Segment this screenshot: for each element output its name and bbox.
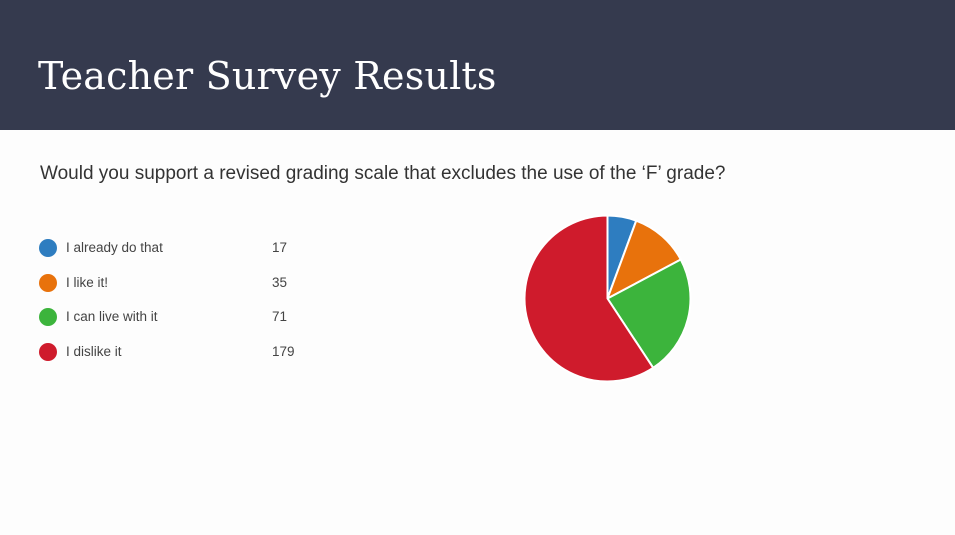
pie-slice — [606, 258, 692, 369]
legend-item: I like it! 35 — [39, 269, 309, 304]
pie-chart — [523, 214, 692, 383]
legend-label: I dislike it — [66, 343, 122, 359]
legend-swatch — [39, 342, 57, 361]
legend-label: I like it! — [66, 274, 109, 290]
legend-value: 35 — [272, 274, 288, 290]
legend-item: I already do that 17 — [39, 234, 309, 269]
legend-label: I can live with it — [66, 309, 158, 324]
title-bar: Teacher Survey Results — [0, 0, 955, 130]
legend-swatch — [39, 239, 57, 257]
pie-slice — [523, 214, 655, 383]
legend-item: I can live with it 71 — [39, 303, 309, 338]
survey-question: Would you support a revised grading scal… — [40, 163, 726, 184]
legend-value: 71 — [272, 309, 288, 324]
legend-value: 179 — [272, 343, 295, 359]
chart-legend: I already do that 17 I like it! 35 I can liv… — [39, 234, 309, 372]
legend-label: I already do that — [66, 240, 163, 255]
legend-swatch — [39, 308, 57, 326]
legend-swatch — [39, 273, 57, 292]
page-title: Teacher Survey Results — [38, 54, 497, 98]
legend-item: I dislike it 179 — [39, 338, 309, 373]
legend-value: 17 — [272, 240, 288, 255]
